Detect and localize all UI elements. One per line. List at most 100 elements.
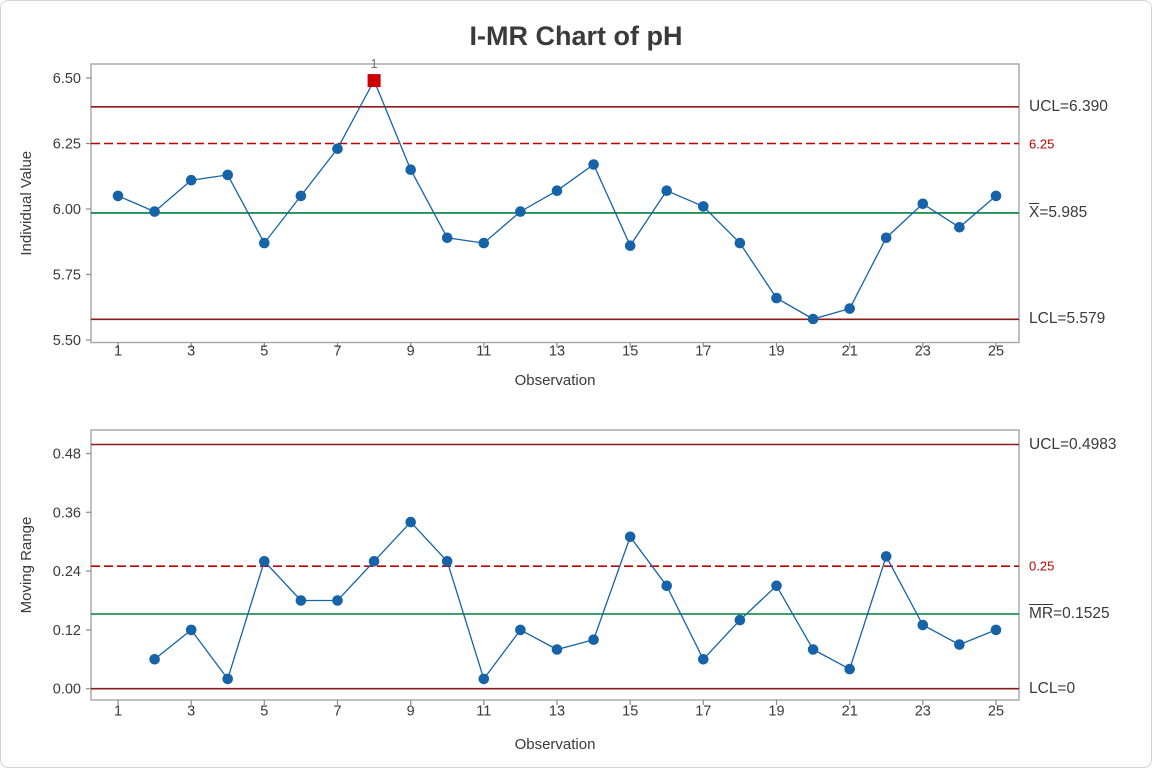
x-tick-label: 11: [476, 704, 491, 720]
data-point: [295, 595, 307, 606]
data-point: [259, 556, 270, 567]
data-point: [478, 673, 490, 685]
x-axis-title-individuals: Observation: [514, 372, 596, 389]
data-point: [478, 237, 490, 249]
lcl-label-individuals: LCL=5.579: [1029, 310, 1106, 328]
y-tick-label: 0.12: [53, 623, 81, 639]
data-point: [698, 654, 709, 665]
data-point: [149, 654, 160, 665]
data-point: [990, 624, 1002, 636]
y-tick-label: 0.48: [53, 447, 81, 463]
x-tick-label: 21: [842, 704, 858, 720]
data-point: [441, 232, 453, 244]
x-tick-label: 7: [333, 344, 341, 360]
y-tick-label: 5.50: [53, 333, 81, 349]
data-point: [405, 164, 417, 175]
data-point: [551, 644, 563, 655]
x-axis-title-moving-range: Observation: [514, 736, 596, 753]
reference-line-label-moving-range: 0.25: [1029, 558, 1055, 574]
data-point: [954, 222, 965, 233]
y-tick-label: 0.00: [53, 682, 81, 698]
data-point: [551, 185, 563, 196]
data-point: [112, 190, 124, 202]
out-of-control-point: [367, 74, 381, 88]
data-point: [807, 313, 819, 325]
x-tick-label: 7: [333, 704, 341, 720]
data-point: [917, 198, 929, 210]
data-point: [880, 551, 892, 562]
data-point: [295, 190, 307, 202]
data-point: [368, 556, 380, 567]
data-point: [149, 206, 160, 217]
x-tick-label: 23: [915, 344, 931, 360]
x-tick-label: 23: [915, 704, 931, 720]
out-of-control-flag: 1: [370, 56, 377, 71]
data-point: [405, 516, 417, 528]
data-point: [917, 619, 929, 631]
data-point: [624, 531, 636, 543]
data-point: [844, 303, 855, 314]
x-tick-label: 9: [407, 704, 415, 720]
y-tick-label: 0.36: [53, 505, 81, 521]
y-tick-label: 0.24: [53, 564, 81, 580]
x-tick-label: 5: [260, 704, 268, 720]
data-point: [259, 237, 270, 249]
moving-range-chart: 0.480.360.240.120.001 3 5 7 9 11 13 15 17 19 21 23 2…: [18, 429, 1020, 720]
y-axis-title: Individual Value: [18, 151, 35, 256]
xbar-value: =5.985: [1039, 203, 1088, 221]
chart-title: I-MR Chart of pH: [469, 21, 683, 51]
x-tick-label: 17: [695, 344, 711, 360]
x-tick-label: 15: [622, 704, 638, 720]
data-point: [734, 237, 746, 249]
data-point: [441, 556, 453, 567]
x-tick-label: 11: [476, 344, 491, 360]
plot-border: [90, 63, 1020, 344]
data-point: [624, 240, 636, 251]
data-point: [954, 639, 965, 650]
data-series-line: [154, 521, 997, 681]
mrbar-symbol: MR: [1029, 605, 1054, 622]
data-point: [222, 673, 233, 685]
x-tick-label: 19: [768, 344, 784, 360]
center-line-label-moving-range: MR=0.1525: [1029, 605, 1110, 623]
x-tick-label: 25: [988, 344, 1004, 360]
y-tick-label: 6.00: [53, 202, 81, 218]
x-tick-label: 1: [114, 344, 122, 360]
center-line-label-individuals: X=5.985: [1029, 204, 1087, 222]
x-tick-label: 17: [695, 704, 711, 720]
plot-border: [90, 429, 1020, 701]
data-point: [332, 595, 343, 606]
data-point: [807, 644, 819, 655]
data-point: [332, 143, 343, 154]
mrbar-value: =0.1525: [1053, 605, 1110, 622]
x-tick-label: 3: [187, 344, 195, 360]
ucl-label-moving-range: UCL=0.4983: [1029, 435, 1117, 453]
y-tick-label: 6.25: [53, 137, 81, 153]
x-tick-label: 3: [187, 704, 195, 720]
x-tick-label: 15: [622, 344, 638, 360]
xbar-symbol: X: [1029, 203, 1040, 221]
data-point: [698, 201, 709, 212]
individuals-chart: 6.506.256.005.755.501 3 5 7 9 11 13 15 17 19 21 23 2…: [18, 56, 1020, 360]
x-tick-label: 1: [114, 704, 122, 720]
data-point: [734, 614, 746, 626]
data-point: [844, 663, 855, 675]
data-point: [515, 624, 526, 636]
y-tick-label: 5.75: [53, 268, 81, 284]
reference-line-label-individuals: 6.25: [1029, 136, 1055, 151]
data-point: [880, 232, 892, 244]
x-tick-label: 21: [842, 344, 858, 360]
lcl-label-moving-range: LCL=0: [1029, 679, 1076, 697]
data-point: [771, 292, 782, 304]
data-point: [990, 190, 1002, 202]
x-tick-label: 5: [260, 344, 268, 360]
data-series-line: [117, 79, 997, 320]
x-tick-label: 25: [988, 704, 1004, 720]
data-point: [588, 159, 599, 170]
ucl-label-individuals: UCL=6.390: [1029, 97, 1108, 115]
y-axis-title: Moving Range: [18, 517, 35, 614]
data-point: [588, 634, 599, 645]
data-point: [185, 174, 197, 186]
data-point: [222, 169, 233, 181]
